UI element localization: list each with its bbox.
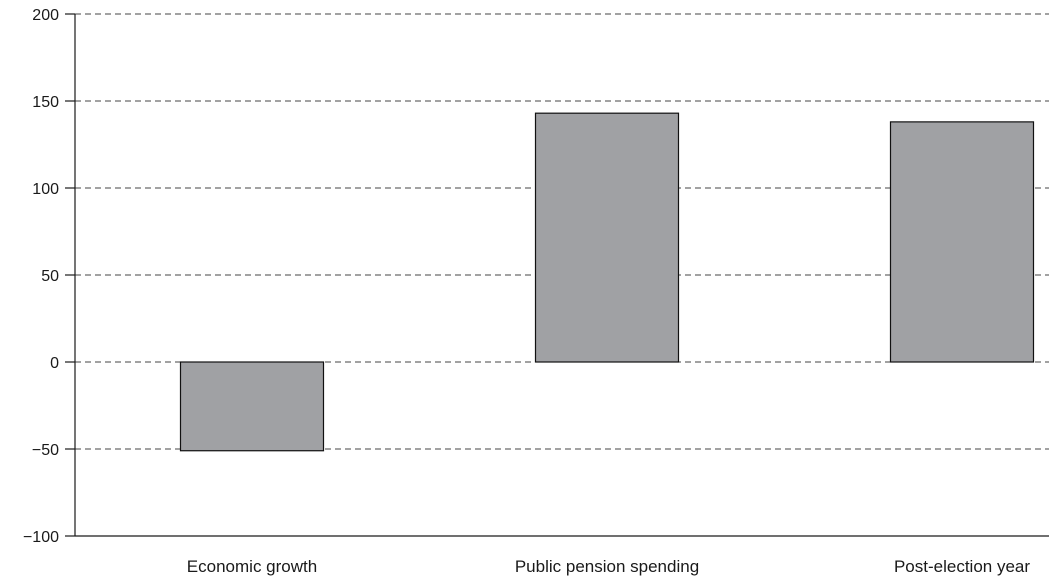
y-tick-label: 50 [41, 268, 59, 285]
category-labels: Economic growth Public pension spending Po… [187, 557, 1031, 576]
y-tick-label: 0 [50, 355, 59, 372]
y-tick-label: 150 [32, 94, 59, 111]
x-category-label: Post-election year [894, 557, 1030, 576]
y-tick-label: −100 [23, 529, 59, 546]
y-tick-labels: −100 −50 0 50 100 150 200 [23, 7, 59, 546]
bar [179, 361, 325, 452]
bar [889, 121, 1035, 363]
x-category-label: Public pension spending [515, 557, 699, 576]
x-category-label: Economic growth [187, 557, 317, 576]
bar [534, 112, 680, 363]
bars [179, 112, 1035, 452]
axes [65, 13, 1049, 537]
y-tick-label: 200 [32, 7, 59, 24]
y-tick-label: 100 [32, 181, 59, 198]
y-tick-label: −50 [32, 442, 59, 459]
